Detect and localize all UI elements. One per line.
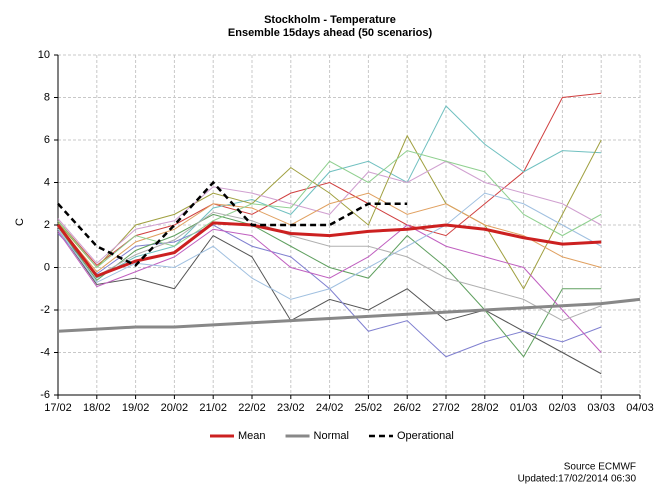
chart-title: Stockholm - Temperature bbox=[264, 14, 396, 26]
y-tick-label: -4 bbox=[40, 346, 50, 358]
series-line bbox=[57, 297, 641, 333]
source: Source ECMWF bbox=[564, 462, 636, 473]
x-tick-label: 21/02 bbox=[199, 402, 227, 414]
y-tick-label: 4 bbox=[44, 176, 50, 188]
x-tick-label: 20/02 bbox=[161, 402, 189, 414]
series-line bbox=[56, 221, 602, 278]
ensemble-line bbox=[57, 192, 602, 273]
ensemble-line bbox=[57, 213, 602, 358]
y-tick-label: -2 bbox=[40, 304, 50, 316]
ensemble-line bbox=[57, 160, 602, 264]
x-tick-label: 18/02 bbox=[83, 402, 111, 414]
x-tick-label: 19/02 bbox=[122, 402, 150, 414]
y-tick-label: 6 bbox=[44, 134, 50, 146]
ensemble-line bbox=[57, 228, 602, 375]
ensemble-line bbox=[57, 150, 602, 269]
ensemble-line bbox=[57, 211, 602, 322]
y-axis-label: C bbox=[14, 218, 26, 226]
chart-subtitle: Ensemble 15days ahead (50 scenarios) bbox=[228, 27, 433, 39]
series-line bbox=[57, 180, 408, 267]
x-tick-label: 04/03 bbox=[626, 402, 654, 414]
x-tick-label: 03/03 bbox=[587, 402, 615, 414]
ensemble-line bbox=[57, 105, 602, 279]
x-tick-label: 24/02 bbox=[316, 402, 344, 414]
y-tick-label: -6 bbox=[40, 389, 50, 401]
legend-label: Mean bbox=[238, 430, 266, 442]
updated: Updated:17/02/2014 06:30 bbox=[518, 474, 637, 485]
x-tick-label: 25/02 bbox=[355, 402, 383, 414]
y-tick-label: 0 bbox=[44, 261, 50, 273]
x-tick-label: 28/02 bbox=[471, 402, 499, 414]
x-tick-label: 01/03 bbox=[510, 402, 538, 414]
x-tick-label: 17/02 bbox=[44, 402, 72, 414]
y-tick-label: 2 bbox=[44, 219, 50, 231]
x-tick-label: 27/02 bbox=[432, 402, 460, 414]
x-tick-label: 22/02 bbox=[238, 402, 266, 414]
x-tick-label: 23/02 bbox=[277, 402, 305, 414]
x-tick-label: 26/02 bbox=[393, 402, 421, 414]
y-tick-label: 10 bbox=[38, 49, 50, 61]
ensemble-line bbox=[57, 224, 602, 353]
legend-label: Operational bbox=[397, 430, 454, 442]
y-tick-label: 8 bbox=[44, 91, 50, 103]
x-tick-label: 02/03 bbox=[549, 402, 577, 414]
ensemble-line bbox=[57, 134, 602, 290]
ensemble-line bbox=[57, 92, 602, 267]
legend-label: Normal bbox=[314, 430, 349, 442]
